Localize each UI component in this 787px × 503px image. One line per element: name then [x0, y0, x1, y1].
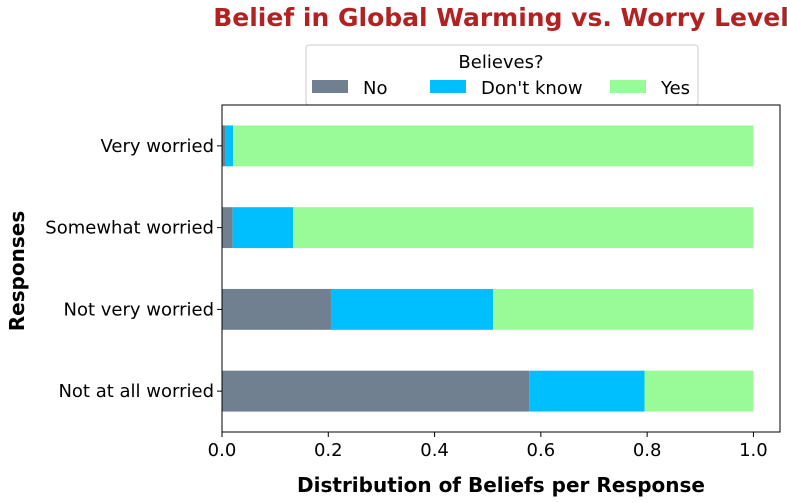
plot-frame	[221, 104, 781, 433]
y-tick-label-not-at-all-worried: Not at all worried	[58, 381, 214, 402]
bar-very-worried-yes	[233, 125, 754, 167]
y-axis-ticks: Very worried Somewhat worried Not very wor…	[45, 136, 222, 402]
bar-not-at-all-worried-no	[222, 370, 530, 412]
legend-label-no: No	[363, 78, 387, 99]
y-tick-label-not-very-worried: Not very worried	[64, 299, 214, 320]
x-tick-label: 1.0	[739, 440, 768, 461]
legend-swatch-no	[312, 80, 348, 93]
bar-not-at-all-worried-don-t-know	[529, 370, 645, 412]
bar-somewhat-worried-don-t-know	[232, 207, 294, 249]
legend-swatch-don-t-know	[430, 80, 466, 93]
bar-not-at-all-worried-yes	[644, 370, 754, 412]
bar-very-worried-no	[222, 125, 226, 167]
legend-swatch-yes	[610, 80, 646, 93]
legend-title: Believes?	[458, 52, 543, 73]
x-axis-ticks: 0.0 0.2 0.4 0.6 0.8 1.0	[208, 432, 768, 461]
y-axis-title: Responses	[5, 211, 29, 332]
y-tick-label-very-worried: Very worried	[101, 136, 214, 157]
chart-title: Belief in Global Warming vs. Worry Level	[213, 3, 787, 32]
bar-very-worried-don-t-know	[225, 125, 234, 167]
x-tick-label: 0.8	[633, 440, 662, 461]
x-tick-label: 0.2	[314, 440, 343, 461]
bar-somewhat-worried-no	[222, 207, 233, 249]
legend-label-yes: Yes	[660, 78, 690, 99]
bars	[222, 125, 754, 412]
legend: Believes? No Don't know Yes	[305, 44, 699, 106]
bar-not-very-worried-yes	[493, 288, 754, 330]
x-tick-label: 0.6	[527, 440, 556, 461]
bar-not-very-worried-don-t-know	[330, 288, 494, 330]
x-tick-label: 0.0	[208, 440, 237, 461]
x-axis-title: Distribution of Beliefs per Response	[297, 473, 705, 497]
y-tick-label-somewhat-worried: Somewhat worried	[45, 218, 214, 239]
legend-label-don-t-know: Don't know	[481, 78, 583, 99]
bar-not-very-worried-no	[222, 288, 331, 330]
bar-somewhat-worried-yes	[293, 207, 754, 249]
x-tick-label: 0.4	[420, 440, 449, 461]
